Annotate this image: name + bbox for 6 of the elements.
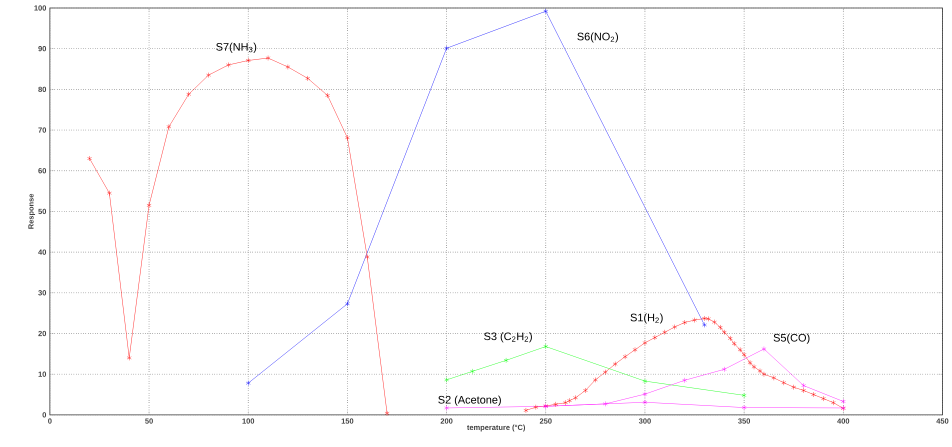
series-label: S3 (C$_{2}$H$_{2}$) bbox=[484, 332, 532, 342]
series-label: S1(H$_{2}$) bbox=[630, 313, 663, 324]
series-label: S6(NO$_{2}$) bbox=[577, 32, 618, 43]
series-label: S2 (Acetone) bbox=[438, 396, 501, 406]
series-label: S7(NH$_{3}$) bbox=[216, 42, 256, 53]
series-label: S5(CO) bbox=[774, 334, 810, 344]
